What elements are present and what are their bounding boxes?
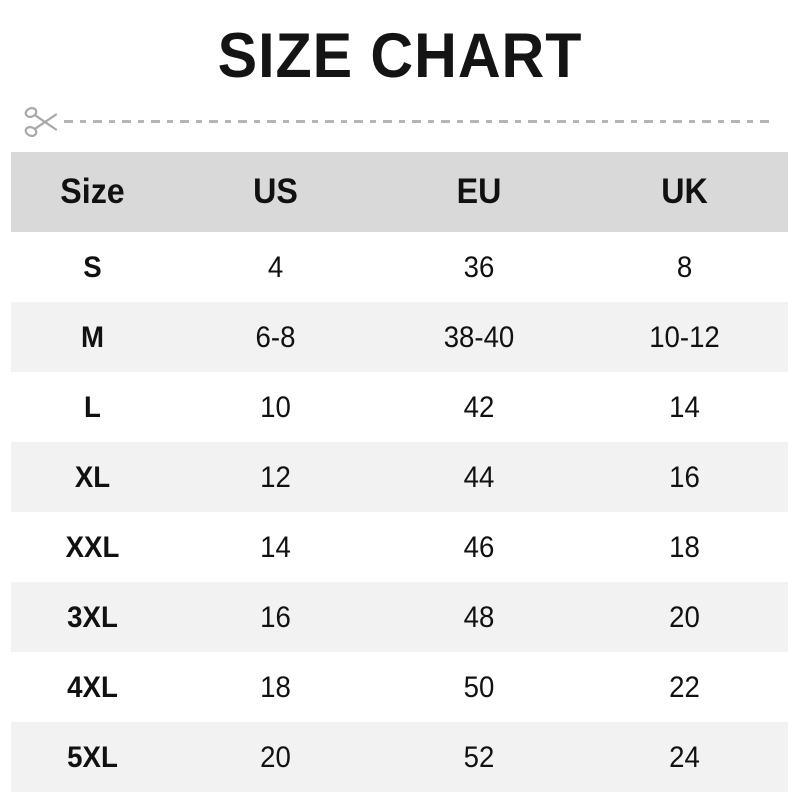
cell-size: M <box>81 320 104 354</box>
cell-us: 4 <box>267 250 284 284</box>
column-header-us: US <box>253 172 298 211</box>
cell-eu: 42 <box>463 390 495 424</box>
cell-size: L <box>84 390 101 424</box>
column-header-size: Size <box>60 172 125 211</box>
cell-eu: 52 <box>463 740 495 774</box>
cell-size: 5XL <box>67 740 118 774</box>
cell-us: 6-8 <box>255 320 296 354</box>
cell-uk: 16 <box>669 460 700 494</box>
cell-uk: 22 <box>669 670 700 704</box>
table-row: XXL 14 46 18 <box>11 512 788 582</box>
column-header-uk: UK <box>661 172 708 211</box>
size-chart-table: Size US EU UK S 4 36 8 M 6-8 38-40 10-12… <box>11 152 788 792</box>
cell-eu: 46 <box>463 530 495 564</box>
cell-uk: 14 <box>669 390 700 424</box>
cell-uk: 8 <box>676 250 693 284</box>
cell-eu: 44 <box>463 460 495 494</box>
table-row: M 6-8 38-40 10-12 <box>11 302 788 372</box>
cell-us: 10 <box>260 390 291 424</box>
cell-eu: 48 <box>463 600 495 634</box>
table-row: 5XL 20 52 24 <box>11 722 788 792</box>
cell-size: 4XL <box>67 670 118 704</box>
cell-us: 12 <box>260 460 291 494</box>
column-header-eu: EU <box>456 172 502 211</box>
cut-line <box>22 104 774 140</box>
cell-eu: 50 <box>463 670 495 704</box>
cell-uk: 18 <box>669 530 700 564</box>
table-row: L 10 42 14 <box>11 372 788 442</box>
scissors-icon <box>22 104 62 140</box>
cell-us: 18 <box>260 670 291 704</box>
cell-us: 20 <box>260 740 291 774</box>
cell-size: S <box>83 250 102 284</box>
table-row: 3XL 16 48 20 <box>11 582 788 652</box>
cell-eu: 38-40 <box>443 320 515 354</box>
table-row: S 4 36 8 <box>11 232 788 302</box>
cell-uk: 20 <box>669 600 700 634</box>
cell-size: XL <box>74 460 111 494</box>
cell-us: 14 <box>260 530 291 564</box>
cell-eu: 36 <box>463 250 495 284</box>
cell-us: 16 <box>260 600 291 634</box>
cell-uk: 10-12 <box>649 320 720 354</box>
table-row: XL 12 44 16 <box>11 442 788 512</box>
cell-size: XXL <box>65 530 120 564</box>
table-row: 4XL 18 50 22 <box>11 652 788 722</box>
table-header-row: Size US EU UK <box>11 152 788 232</box>
cut-dashed-line <box>64 120 770 123</box>
cell-uk: 24 <box>669 740 700 774</box>
cell-size: 3XL <box>67 600 118 634</box>
page-title: SIZE CHART <box>217 21 583 91</box>
